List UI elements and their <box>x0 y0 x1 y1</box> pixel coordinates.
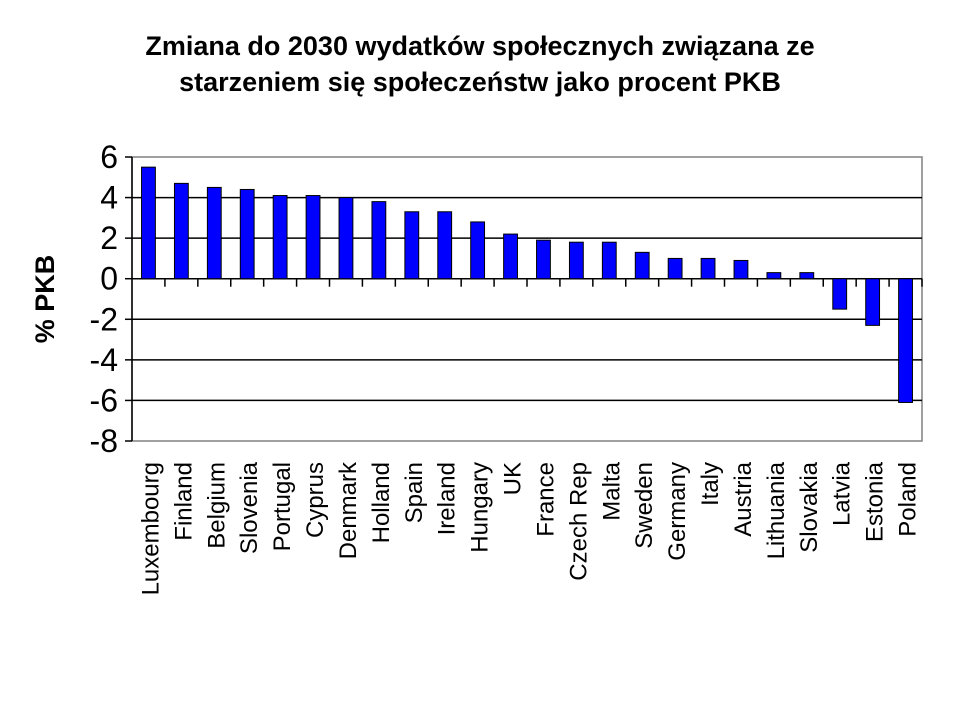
x-tick-label: Slovakia <box>796 461 823 552</box>
bar <box>700 257 716 280</box>
x-tick-label: Holland <box>368 462 395 543</box>
x-tick-label: Lithuania <box>763 461 790 559</box>
y-tick-label: -2 <box>90 301 118 337</box>
x-tick-label: Italy <box>697 462 724 506</box>
x-tick-label: Poland <box>895 462 922 537</box>
y-tick-label: -6 <box>90 382 118 418</box>
y-tick-label: 6 <box>100 139 118 175</box>
bar <box>239 188 255 280</box>
bar <box>865 278 881 326</box>
x-tick-label: Belgium <box>203 462 230 549</box>
chart-title: Zmiana do 2030 wydatków społecznych zwią… <box>0 28 960 100</box>
y-tick-label: 2 <box>100 220 118 256</box>
bar <box>371 201 387 280</box>
y-tick-label: 4 <box>100 180 118 216</box>
chart-title-line-1: Zmiana do 2030 wydatków społecznych zwią… <box>145 31 815 61</box>
x-tick-label: Malta <box>598 461 625 520</box>
x-tick-label: Czech Rep <box>565 462 592 581</box>
x-tick-label: Germany <box>664 462 691 561</box>
bar <box>437 211 453 280</box>
bar <box>141 166 156 280</box>
bar <box>338 197 354 280</box>
y-axis-label: % PKB <box>30 255 60 344</box>
x-tick-label: Ireland <box>434 462 461 535</box>
y-tick-label: 0 <box>100 261 118 297</box>
bar <box>898 278 913 403</box>
bar <box>832 278 848 310</box>
bar <box>173 182 189 280</box>
bar <box>601 241 617 280</box>
x-tick-label: Luxembourg <box>137 462 164 595</box>
bar <box>766 272 782 280</box>
bar <box>305 195 321 280</box>
bar <box>733 259 749 280</box>
bar <box>470 221 486 280</box>
x-tick-label: Finland <box>170 462 197 541</box>
bar <box>206 186 222 280</box>
bar <box>799 272 815 280</box>
bar <box>634 251 650 280</box>
chart-title-line-2: starzeniem się społeczeństw jako procent… <box>179 67 781 97</box>
bar <box>404 211 420 280</box>
bar <box>503 233 518 280</box>
x-tick-label: Spain <box>401 462 428 523</box>
x-tick-label: UK <box>500 462 527 495</box>
x-tick-label: Hungary <box>467 462 494 553</box>
bar <box>536 239 551 280</box>
y-tick-label: -4 <box>90 342 118 378</box>
y-tick-label: -8 <box>90 423 118 459</box>
x-tick-label: France <box>532 462 559 537</box>
x-tick-label: Denmark <box>335 461 362 559</box>
bar <box>272 195 288 280</box>
plot-area <box>131 156 923 442</box>
x-tick-label: Latvia <box>829 461 856 526</box>
bar <box>667 257 683 280</box>
x-tick-label: Sweden <box>631 462 658 549</box>
x-tick-label: Austria <box>730 461 757 536</box>
bar <box>568 241 584 280</box>
x-tick-label: Portugal <box>269 462 296 551</box>
x-tick-label: Estonia <box>862 461 889 542</box>
x-tick-label: Cyprus <box>302 462 329 538</box>
x-tick-label: Slovenia <box>236 461 263 554</box>
